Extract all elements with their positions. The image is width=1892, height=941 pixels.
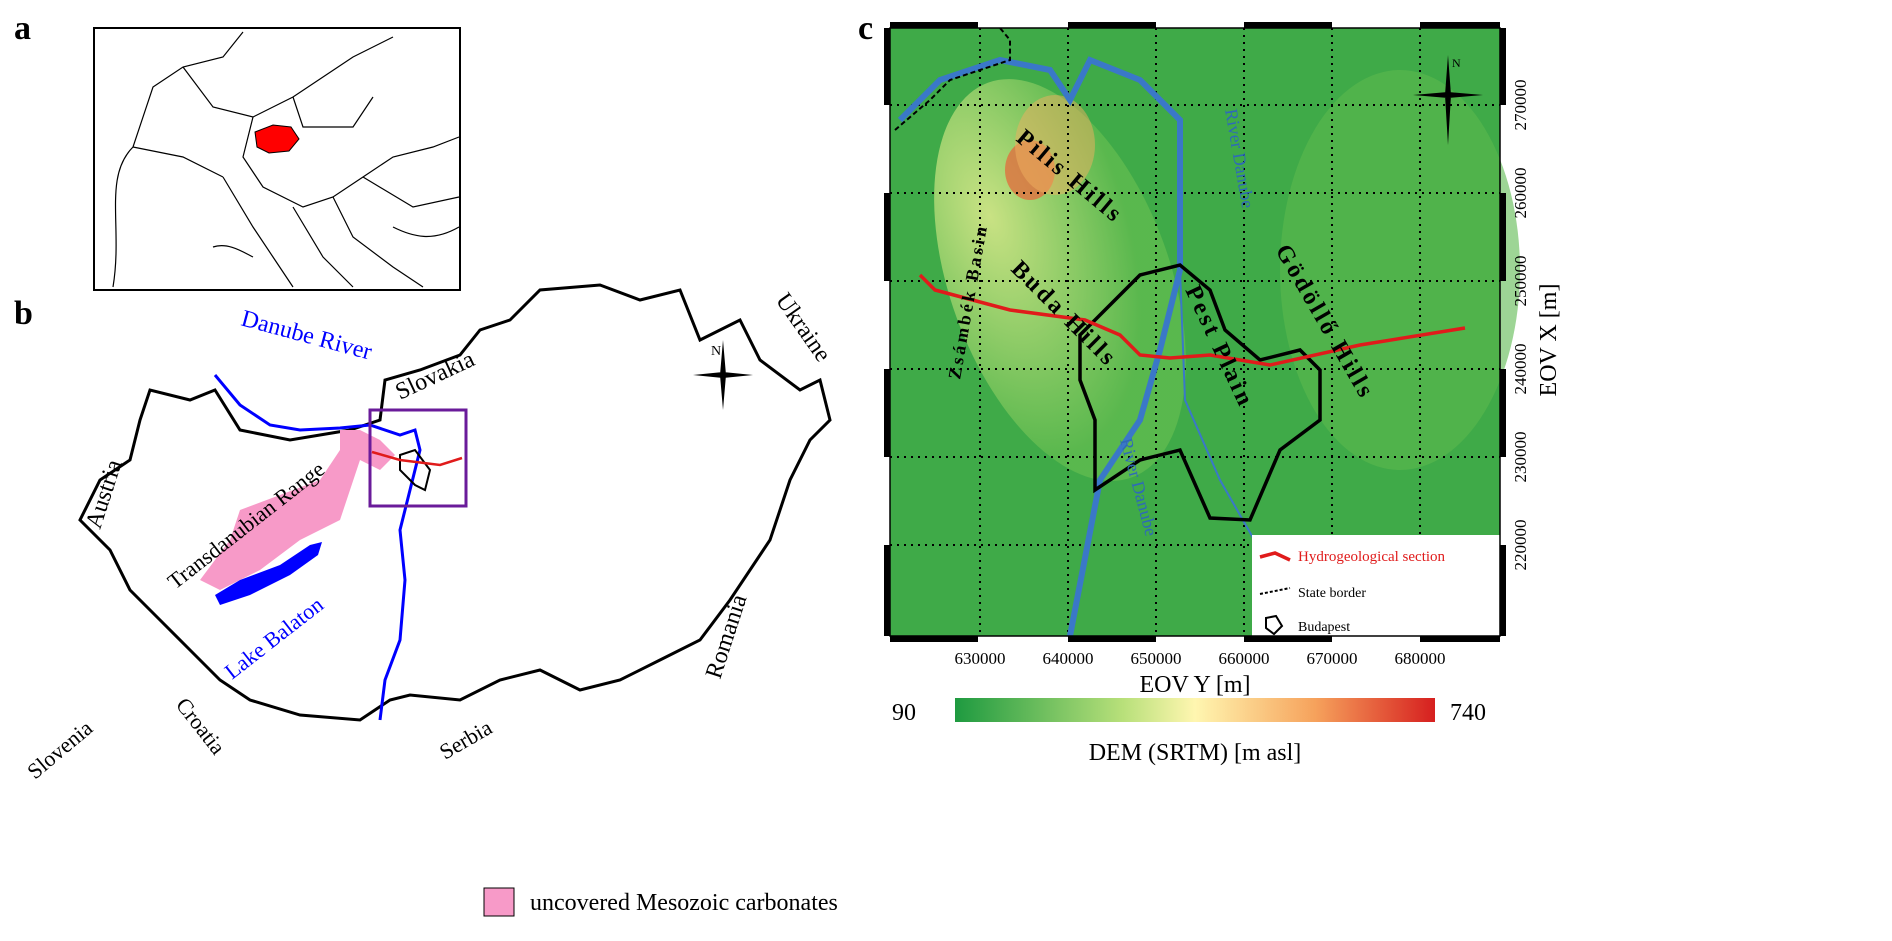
lake-balaton [215, 542, 322, 605]
svg-text:230000: 230000 [1511, 432, 1530, 483]
svg-text:250000: 250000 [1511, 256, 1530, 307]
section-line [371, 450, 463, 467]
svg-text:670000: 670000 [1307, 649, 1358, 668]
legend-carbonates-label: uncovered Mesozoic carbonates [530, 890, 838, 916]
dem-map: N Pilis Hills Buda Hills Pest Plain Gödö… [884, 22, 1562, 766]
label-ukraine: Ukraine [770, 289, 836, 367]
label-lake-balaton: Lake Balaton [220, 592, 328, 684]
hungary-highlight [254, 124, 300, 154]
label-danube-river: Danube River [238, 306, 374, 366]
x-tick-labels: 630000 640000 650000 660000 670000 680000 [955, 649, 1446, 668]
colorbar-max: 740 [1450, 700, 1486, 726]
north-arrow-c: N [1413, 55, 1483, 145]
label-austria: Austria [81, 456, 128, 532]
svg-text:650000: 650000 [1131, 649, 1182, 668]
svg-text:680000: 680000 [1395, 649, 1446, 668]
frame-ticks [884, 22, 1506, 642]
panel-label-a: a [14, 10, 31, 47]
y-axis-label: EOV X [m] [1536, 284, 1562, 397]
colorbar-label: DEM (SRTM) [m asl] [1089, 740, 1302, 766]
map-legend: Hydrogeological section State border Bud… [1252, 535, 1500, 636]
budapest-outline [399, 448, 432, 492]
panel-label-b: b [14, 295, 33, 332]
colorbar-min: 90 [892, 700, 916, 726]
svg-text:640000: 640000 [1043, 649, 1094, 668]
north-arrow: N [693, 340, 753, 410]
x-axis-label: EOV Y [m] [1139, 672, 1250, 698]
state-border-c [894, 27, 1011, 131]
legend-carbonates-swatch [483, 887, 515, 917]
label-slovakia: Slovakia [392, 346, 479, 405]
europe-locator-map [93, 27, 461, 291]
hungary-map: N Slovakia Ukraine Austria Romania Slove… [22, 283, 838, 917]
danube-river [213, 374, 422, 721]
carbonates-area [200, 430, 395, 590]
hungary-border [78, 283, 832, 722]
label-slovenia: Slovenia [22, 715, 97, 784]
study-area-box [368, 408, 468, 508]
svg-text:660000: 660000 [1219, 649, 1270, 668]
danube-river-c [897, 56, 1183, 637]
y-tick-labels: 270000 260000 250000 240000 230000 220000 [1511, 80, 1530, 571]
svg-text:N: N [711, 344, 721, 359]
label-croatia: Croatia [171, 693, 231, 760]
svg-text:260000: 260000 [1511, 168, 1530, 219]
legend-state-border: State border [1298, 586, 1366, 601]
svg-text:270000: 270000 [1511, 80, 1530, 131]
legend-section: Hydrogeological section [1298, 549, 1446, 565]
panel-label-c: c [858, 10, 874, 47]
hydrogeological-section-line [918, 273, 1466, 367]
budapest-boundary [1078, 263, 1322, 522]
legend-budapest: Budapest [1298, 620, 1350, 635]
svg-text:630000: 630000 [955, 649, 1006, 668]
colorbar [955, 698, 1435, 722]
svg-text:220000: 220000 [1511, 520, 1530, 571]
europe-borders [112, 31, 460, 288]
svg-text:N: N [1452, 56, 1461, 70]
svg-text:240000: 240000 [1511, 344, 1530, 395]
label-romania: Romania [701, 591, 753, 682]
label-serbia: Serbia [435, 714, 496, 764]
